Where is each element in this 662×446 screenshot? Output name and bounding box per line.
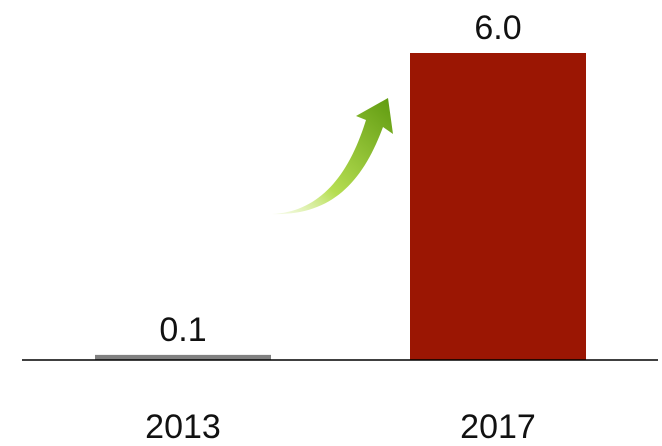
x-tick-label-2013: 2013 <box>145 408 221 446</box>
curved-growth-arrow-icon <box>272 98 393 215</box>
bar-2013 <box>95 354 271 360</box>
value-label-2017: 6.0 <box>474 9 521 47</box>
x-tick-label-2017: 2017 <box>460 408 536 446</box>
bar-2017 <box>410 53 586 360</box>
value-label-2013: 0.1 <box>159 311 206 349</box>
